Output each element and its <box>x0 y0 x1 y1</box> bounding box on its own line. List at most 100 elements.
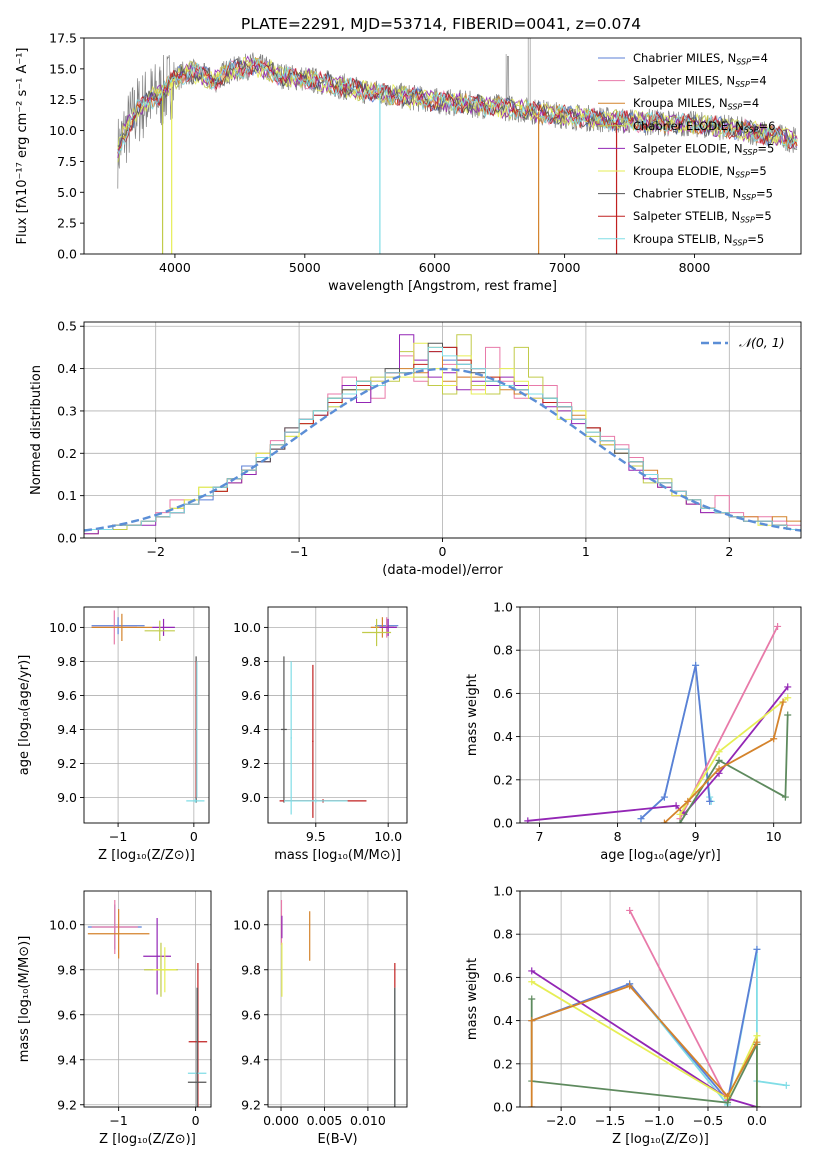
weight-marker <box>753 1032 761 1040</box>
y-tick-label: 10.0 <box>49 123 77 138</box>
weight-marker <box>672 802 680 810</box>
weight-marker <box>660 793 668 801</box>
weight-marker <box>779 698 787 706</box>
weight-marker <box>784 683 792 691</box>
x-tick-label: 7 <box>536 829 544 844</box>
plot-area <box>524 622 792 823</box>
x-axis-label: wavelength [Angstrom, rest frame] <box>328 279 557 294</box>
weight-marker <box>724 1092 732 1100</box>
y-tick-label: 0.4 <box>493 1013 513 1028</box>
y-tick-label: 17.5 <box>49 31 77 46</box>
y-tick-label: 9.4 <box>57 722 77 737</box>
y-tick-label: 9.6 <box>57 688 77 703</box>
x-tick-label: 0 <box>190 829 198 844</box>
weight-marker <box>774 622 782 630</box>
y-tick-label: 9.6 <box>57 1007 77 1022</box>
x-tick-label: 0 <box>439 544 447 559</box>
legend: Chabrier MILES, NSSP=4 Salpeter MILES, NS… <box>598 51 775 247</box>
x-axis-label: Z [log₁₀(Z/Z⊙)] <box>612 1132 709 1147</box>
y-tick-label: 9.8 <box>241 962 261 977</box>
plot-area <box>87 900 208 1107</box>
weight-marker <box>676 810 684 818</box>
y-tick-label: 9.6 <box>241 688 261 703</box>
axes-frame <box>83 890 212 1108</box>
weight-marker <box>528 967 536 975</box>
y-tick-label: 9.0 <box>57 790 77 805</box>
chart-age-vs-mass: 9.5 10.0 9.0 9.2 9.4 9.6 9.8 10.0 mass [log₁₀(M/… <box>233 606 408 863</box>
y-tick-label: 0.8 <box>493 927 513 942</box>
x-tick-label: 8000 <box>679 260 711 275</box>
x-tick-label: 5000 <box>289 260 321 275</box>
y-tick-label: 0.6 <box>493 686 513 701</box>
legend-label: Chabrier ELODIE, NSSP=6 <box>633 119 775 135</box>
weight-marker <box>753 945 761 953</box>
y-tick-label: 9.6 <box>241 1007 261 1022</box>
legend-label: Kroupa STELIB, NSSP=5 <box>633 232 764 248</box>
axes-frame <box>83 321 802 539</box>
legend-label: Salpeter MILES, NSSP=4 <box>633 74 767 90</box>
x-tick-label: 0.0 <box>747 1113 767 1128</box>
y-tick-label: 10.0 <box>233 917 261 932</box>
weight-marker <box>528 995 536 1003</box>
chart-weight-vs-Z: −2.0 −1.5 −1.0 −0.5 0.0 0.0 0.2 0.4 0.6 0.8 1.0 Z [… <box>465 884 802 1147</box>
legend-label: Kroupa ELODIE, NSSP=5 <box>633 164 767 180</box>
x-axis-label: mass [log₁₀(M/M⊙)] <box>274 848 401 863</box>
spectrum-lines <box>117 38 798 254</box>
weight-line <box>628 909 729 1101</box>
legend-label: Salpeter ELODIE, NSSP=5 <box>633 141 774 157</box>
plot-area <box>279 617 399 818</box>
histogram-line <box>84 342 801 538</box>
weight-marker <box>524 817 532 823</box>
y-axis-label: mass [log₁₀(M/M⊙)] <box>17 936 32 1063</box>
x-tick-label: 10 <box>766 829 782 844</box>
chart-residuals: −2 −1 0 1 2 0.0 0.1 0.2 0.3 0.4 0.5 𝒩(0, 1) (data-mo… <box>29 319 802 578</box>
y-tick-label: 12.5 <box>49 92 77 107</box>
x-tick-label: 0 <box>192 1113 200 1128</box>
y-tick-label: 1.0 <box>493 600 513 615</box>
y-tick-label: 0.0 <box>57 247 77 262</box>
model-spectrum-line <box>117 55 798 159</box>
weight-marker <box>626 982 634 990</box>
x-tick-label: −1 <box>109 1113 127 1128</box>
x-tick-label: −1.0 <box>644 1113 674 1128</box>
x-tick-label: 7000 <box>549 260 581 275</box>
y-tick-label: 9.2 <box>57 1097 77 1112</box>
x-axis-label: Z [log₁₀(Z/Z⊙)] <box>99 1132 196 1147</box>
x-tick-label: −2 <box>146 544 164 559</box>
x-tick-label: 10.0 <box>374 829 402 844</box>
y-tick-label: 0.0 <box>493 1100 513 1115</box>
y-tick-label: 0.5 <box>57 319 77 334</box>
chart-weight-vs-age: 7 8 9 10 0.0 0.2 0.4 0.6 0.8 1.0 age [log₁₀(age/yr… <box>465 600 802 863</box>
weight-marker <box>715 765 723 773</box>
x-tick-label: 4000 <box>159 260 191 275</box>
weight-marker <box>781 793 789 801</box>
y-tick-label: 10.0 <box>49 917 77 932</box>
legend-label: Salpeter STELIB, NSSP=5 <box>633 209 772 225</box>
x-tick-label: −1 <box>290 544 308 559</box>
x-tick-label: −1.5 <box>595 1113 625 1128</box>
y-tick-label: 9.4 <box>57 1052 77 1067</box>
y-tick-label: 9.0 <box>241 790 261 805</box>
chart-mass-vs-Z: −1 0 9.2 9.4 9.6 9.8 10.0 Z [log₁₀(Z/Z⊙)] mass [… <box>17 890 212 1147</box>
x-tick-label: −2.0 <box>546 1113 576 1128</box>
model-spectrum-line <box>117 56 798 150</box>
weight-marker <box>753 1038 761 1046</box>
y-tick-label: 9.8 <box>241 654 261 669</box>
y-tick-label: 7.5 <box>57 154 77 169</box>
y-tick-label: 9.4 <box>241 1052 261 1067</box>
weight-marker <box>715 748 723 756</box>
legend-label: Kroupa MILES, NSSP=4 <box>633 96 759 112</box>
weight-line <box>531 949 758 1103</box>
x-axis-label: Z [log₁₀(Z/Z⊙)] <box>98 848 195 863</box>
axes-frame <box>267 890 408 1108</box>
y-tick-label: 9.8 <box>57 962 77 977</box>
weight-line <box>679 714 789 823</box>
x-tick-label: 8 <box>614 829 622 844</box>
x-tick-label: −0.5 <box>693 1113 723 1128</box>
weight-marker <box>637 815 645 823</box>
chart-spectrum: 4000 5000 6000 7000 8000 0.0 2.5 5.0 7.5 10.0 12.5… <box>15 31 802 294</box>
y-tick-label: 9.2 <box>241 1097 261 1112</box>
y-tick-label: 5.0 <box>57 185 77 200</box>
x-tick-label: 1 <box>582 544 590 559</box>
